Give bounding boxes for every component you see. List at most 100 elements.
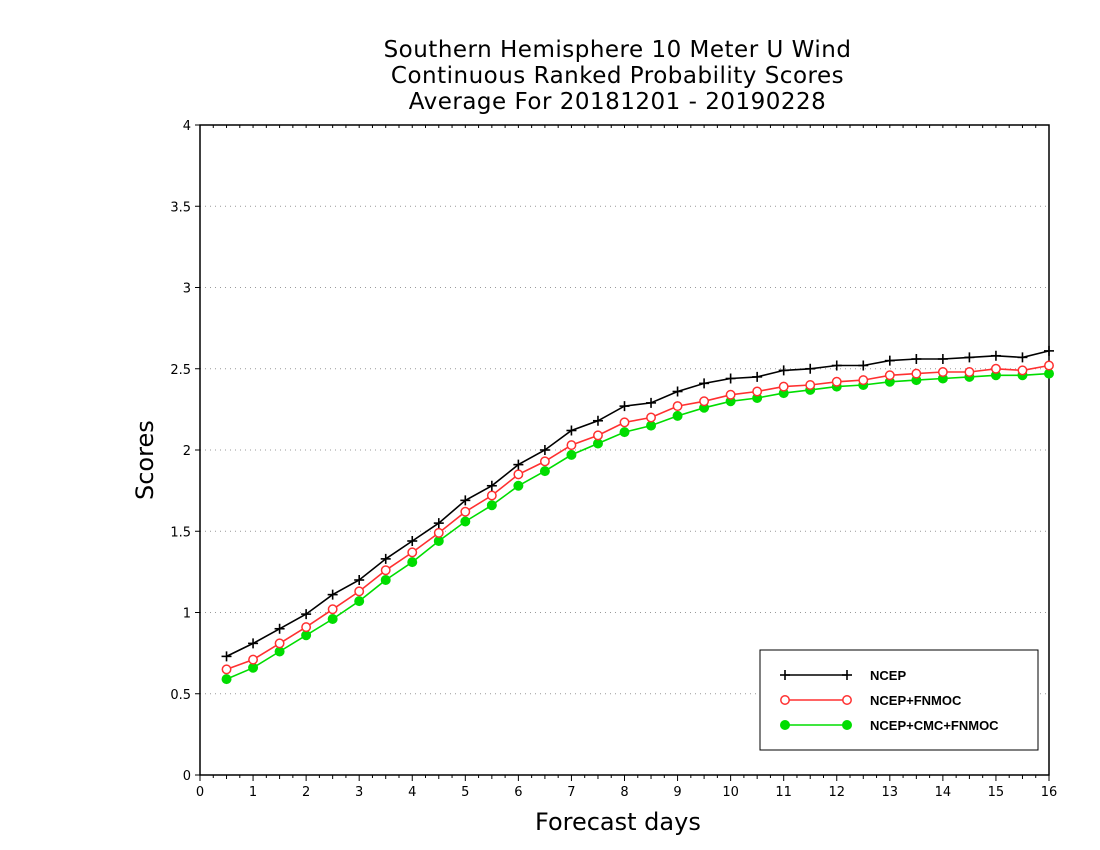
x-tick-label: 7 xyxy=(567,785,575,800)
open-circle-marker xyxy=(274,638,285,649)
x-tick-label: 2 xyxy=(302,785,310,800)
open-circle-marker xyxy=(699,396,710,407)
x-tick-label: 11 xyxy=(775,785,792,800)
y-tick-label: 0 xyxy=(183,769,191,784)
series-ncep-cmc-fnmoc xyxy=(221,368,1054,685)
open-circle-marker xyxy=(964,367,975,377)
filled-circle-marker xyxy=(407,557,418,568)
x-tick-label: 3 xyxy=(355,785,363,800)
filled-circle-marker xyxy=(301,630,312,641)
filled-circle-marker xyxy=(1044,368,1054,379)
open-circle-marker xyxy=(778,381,789,392)
legend-entry: NCEP xyxy=(780,668,906,683)
y-tick-label: 1 xyxy=(183,607,191,622)
open-circle-marker xyxy=(937,367,948,377)
open-circle-marker xyxy=(486,490,497,501)
open-circle-marker xyxy=(380,565,391,576)
open-circle-marker xyxy=(646,412,656,423)
open-circle-marker xyxy=(805,380,816,390)
open-circle-marker xyxy=(327,604,338,615)
x-tick-label: 9 xyxy=(673,785,681,800)
open-circle-marker xyxy=(593,430,603,441)
open-circle-marker xyxy=(619,417,630,428)
y-tick-label: 3 xyxy=(183,282,191,297)
axis-ticks: 00.511.522.533.540 1 2 3 4 5 6 7 8 9 10 11 12 13 14 15 1… xyxy=(170,119,1057,800)
filled-circle-marker xyxy=(780,720,790,730)
open-circle-marker xyxy=(990,363,1001,374)
open-circle-marker xyxy=(911,368,922,379)
x-tick-label: 6 xyxy=(514,785,522,800)
open-circle-marker xyxy=(1017,365,1028,376)
open-circle-marker xyxy=(566,440,577,451)
chart-title-line-3: Average For 20181201 - 20190228 xyxy=(408,89,827,115)
x-tick-label: 16 xyxy=(1041,785,1058,800)
filled-circle-marker xyxy=(539,466,550,477)
filled-circle-marker xyxy=(566,449,577,460)
filled-circle-marker xyxy=(619,427,630,438)
legend-label: NCEP+FNMOC xyxy=(870,693,962,708)
filled-circle-marker xyxy=(380,575,391,585)
x-tick-label: 10 xyxy=(722,785,739,800)
x-tick-label: 1 xyxy=(249,785,257,800)
filled-circle-marker xyxy=(486,500,497,511)
filled-circle-marker xyxy=(221,674,232,685)
y-tick-label: 0.5 xyxy=(170,688,191,703)
x-tick-label: 0 xyxy=(196,785,204,800)
y-tick-label: 3.5 xyxy=(170,200,191,215)
x-axis-title: Forecast days xyxy=(535,808,701,836)
open-circle-marker xyxy=(407,547,418,558)
series-ncep-fnmoc xyxy=(221,360,1054,675)
filled-circle-marker xyxy=(433,536,444,546)
x-tick-label: 5 xyxy=(461,785,469,800)
y-tick-label: 4 xyxy=(183,119,191,134)
open-circle-marker xyxy=(842,695,852,705)
data-series xyxy=(221,345,1054,685)
series-line xyxy=(226,350,1050,658)
open-circle-marker xyxy=(248,654,259,665)
legend-entry: NCEP+CMC+FNMOC xyxy=(780,718,999,733)
open-circle-marker xyxy=(354,586,365,597)
filled-circle-marker xyxy=(646,420,657,431)
open-circle-marker xyxy=(221,664,232,675)
open-circle-marker xyxy=(1044,360,1054,371)
y-tick-label: 1.5 xyxy=(170,525,191,540)
legend-label: NCEP xyxy=(870,668,906,683)
open-circle-marker xyxy=(884,370,895,381)
legend-entry: NCEP+FNMOC xyxy=(780,693,962,708)
open-circle-marker xyxy=(539,456,550,467)
open-circle-marker xyxy=(752,386,763,397)
filled-circle-marker xyxy=(354,596,365,607)
open-circle-marker xyxy=(301,622,312,633)
grid-lines xyxy=(200,205,1049,695)
open-circle-marker xyxy=(831,376,842,387)
open-circle-marker xyxy=(725,389,736,400)
filled-circle-marker xyxy=(327,614,338,624)
x-tick-label: 8 xyxy=(620,785,628,800)
open-circle-marker xyxy=(858,375,869,386)
x-tick-label: 12 xyxy=(828,785,845,800)
series-ncep xyxy=(221,345,1054,662)
open-circle-marker xyxy=(433,527,444,538)
legend-label: NCEP+CMC+FNMOC xyxy=(870,718,999,733)
filled-circle-marker xyxy=(248,662,259,673)
series-line xyxy=(226,364,1050,671)
open-circle-marker xyxy=(780,695,790,705)
open-circle-marker xyxy=(460,506,471,517)
chart-title-line-2: Continuous Ranked Probability Scores xyxy=(390,63,845,89)
x-tick-label: 4 xyxy=(408,785,416,800)
filled-circle-marker xyxy=(274,646,285,657)
legend: NCEP NCEP+FNMOC NCEP+CMC+FNMOC xyxy=(759,649,1039,751)
filled-circle-marker xyxy=(592,438,603,449)
x-tick-label: 15 xyxy=(988,785,1005,800)
y-tick-label: 2 xyxy=(183,444,191,459)
open-circle-marker xyxy=(513,469,524,480)
open-circle-marker xyxy=(672,401,683,412)
x-tick-label: 13 xyxy=(882,785,899,800)
filled-circle-marker xyxy=(842,720,852,730)
y-axis-title: Scores xyxy=(131,420,159,500)
chart-title-line-1: Southern Hemisphere 10 Meter U Wind xyxy=(383,37,852,63)
filled-circle-marker xyxy=(460,516,471,527)
x-tick-label: 14 xyxy=(935,785,952,800)
y-tick-label: 2.5 xyxy=(170,363,191,378)
